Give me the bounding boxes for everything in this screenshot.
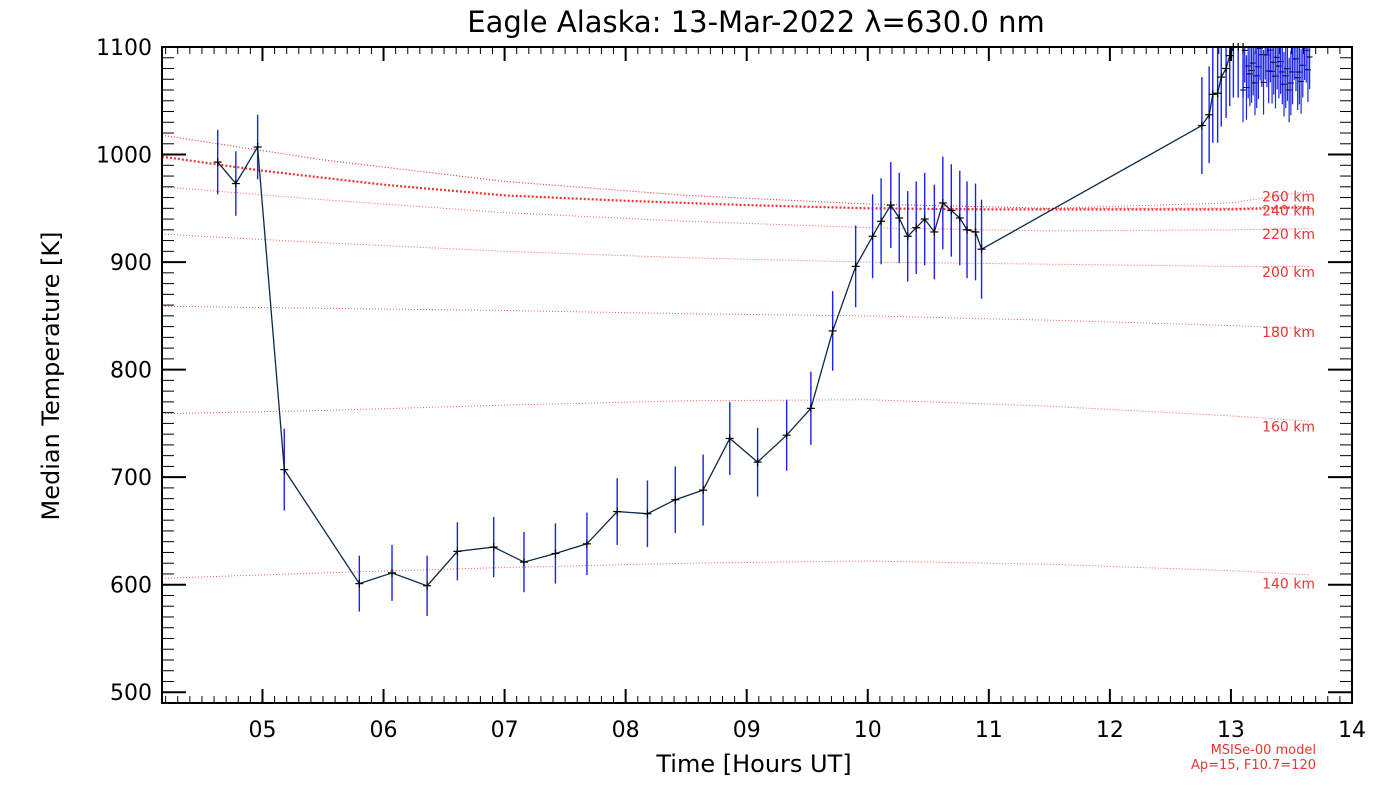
x-tick-label: 06 xyxy=(370,718,398,743)
data-point xyxy=(1205,110,1214,119)
model-curve-140km xyxy=(161,560,1310,579)
model-note-line-1: MSISe-00 model xyxy=(1211,743,1316,758)
data-point xyxy=(868,232,877,241)
data-point xyxy=(963,225,972,234)
data-point xyxy=(806,404,815,413)
y-tick-label: 1100 xyxy=(96,36,152,61)
data-point xyxy=(753,458,762,467)
data-point xyxy=(828,326,837,335)
data-point xyxy=(388,568,397,577)
data-point xyxy=(699,486,708,495)
data-point xyxy=(213,158,222,167)
data-point xyxy=(851,262,860,271)
data-point xyxy=(280,465,289,474)
data-series xyxy=(213,43,1313,616)
data-point xyxy=(930,227,939,236)
data-point xyxy=(947,206,956,215)
altitude-label-160km: 160 km xyxy=(1262,420,1315,436)
data-point xyxy=(355,579,364,588)
data-point xyxy=(912,223,921,232)
data-point xyxy=(1208,90,1217,99)
altitude-label-260km: 260 km xyxy=(1262,190,1315,206)
data-point xyxy=(782,431,791,440)
data-point xyxy=(453,547,462,556)
x-tick-label: 07 xyxy=(491,718,519,743)
model-curve-200km xyxy=(161,233,1310,267)
data-point xyxy=(643,509,652,518)
x-tick-label: 08 xyxy=(612,718,640,743)
altitude-label-140km: 140 km xyxy=(1262,577,1315,593)
x-tick-label: 09 xyxy=(733,718,761,743)
data-point xyxy=(423,581,432,590)
y-tick-label: 600 xyxy=(110,574,152,599)
altitude-labels: 140 km 160 km 180 km 200 km 220 km 240 km260 … xyxy=(1262,190,1315,593)
y-tick-label: 800 xyxy=(110,359,152,384)
x-tick-label: 10 xyxy=(854,718,882,743)
data-point xyxy=(489,543,498,552)
data-point xyxy=(551,549,560,558)
model-note-line-2: Ap=15, F10.7=120 xyxy=(1191,758,1316,773)
data-point xyxy=(725,434,734,443)
data-point xyxy=(920,215,929,224)
y-tick-label: 700 xyxy=(110,466,152,491)
data-point xyxy=(903,232,912,241)
altitude-label-180km: 180 km xyxy=(1262,325,1315,341)
x-tick-label: 05 xyxy=(248,718,276,743)
data-point xyxy=(886,201,895,210)
data-point xyxy=(1217,73,1226,82)
data-point xyxy=(895,213,904,222)
model-curve-260km xyxy=(161,134,1310,209)
plot-axes: 05 06 07 08 09 10 11 12 13 14 500 600 700 800 900 1000 1… xyxy=(96,36,1366,743)
model-curve-160km xyxy=(161,399,1310,422)
data-point xyxy=(1222,64,1231,73)
data-point xyxy=(519,558,528,567)
y-tick-label: 1000 xyxy=(96,144,152,169)
x-tick-label: 14 xyxy=(1338,718,1366,743)
model-curve-180km xyxy=(161,305,1310,330)
data-point xyxy=(977,245,986,254)
data-point xyxy=(582,539,591,548)
x-tick-label: 12 xyxy=(1096,718,1124,743)
y-tick-label: 900 xyxy=(110,251,152,276)
data-point xyxy=(1197,121,1206,130)
data-point xyxy=(955,213,964,222)
data-point xyxy=(671,495,680,504)
data-point xyxy=(1225,51,1234,60)
data-point xyxy=(971,227,980,236)
data-point xyxy=(1213,89,1222,98)
x-axis-label: Time [Hours UT] xyxy=(655,750,851,778)
model-curves xyxy=(161,134,1310,579)
x-tick-label: 11 xyxy=(975,718,1003,743)
data-point xyxy=(253,143,262,152)
plot-frame xyxy=(161,46,1353,704)
y-tick-label: 500 xyxy=(110,681,152,706)
scatter-cluster xyxy=(1240,46,1313,123)
data-point xyxy=(231,179,240,188)
model-curve-highlight xyxy=(161,155,1310,211)
model-curve-240km xyxy=(161,134,1310,209)
y-axis-label: Median Temperature [K] xyxy=(37,231,65,520)
altitude-label-240km: 240 km xyxy=(1262,204,1315,220)
data-point xyxy=(877,217,886,226)
data-point xyxy=(613,507,622,516)
chart-title: Eagle Alaska: 13-Mar-2022 λ=630.0 nm xyxy=(467,5,1044,39)
data-line xyxy=(217,46,1243,587)
altitude-label-200km: 200 km xyxy=(1262,265,1315,281)
data-point xyxy=(938,198,947,207)
x-tick-label: 13 xyxy=(1217,718,1245,743)
altitude-label-220km: 220 km xyxy=(1262,227,1315,243)
